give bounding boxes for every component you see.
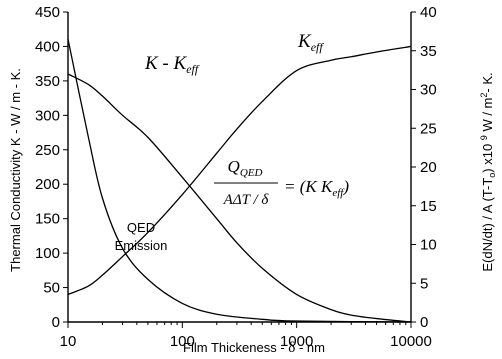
ticks: 0 50 100 150 200 250 300 350 400 450 0 5 10 15 20 25 30 3…	[35, 4, 437, 350]
k-minus-keff-label: K - Keff	[144, 53, 200, 76]
y-right-tick-label: 0	[420, 314, 428, 331]
equation-numerator: QQED	[228, 157, 263, 179]
y-left-tick-label: 200	[35, 176, 60, 193]
y-right-tick-label: 10	[420, 237, 437, 254]
y-left-tick-label: 400	[35, 38, 60, 55]
y-axis-left-title: Thermal Conductivity K - W / m - K.	[8, 68, 23, 272]
y-right-tick-label: 35	[420, 43, 437, 60]
y-axis-right-title: E(dN/dt) / A (T-To) x10 9 W / m2- K.	[479, 72, 497, 271]
qed-emission-curve	[67, 38, 412, 323]
x-tick-label: 10	[60, 333, 77, 350]
equation-denominator: AΔT / δ	[223, 192, 270, 208]
y-right-tick-label: 15	[420, 198, 437, 215]
equation-rhs: = (K Keff)	[284, 177, 349, 199]
keff-curve	[67, 45, 412, 296]
y-right-tick-label: 40	[420, 4, 437, 21]
y-left-tick-label: 450	[35, 4, 60, 21]
curves	[67, 38, 412, 323]
x-tick-label: 1000	[280, 333, 313, 350]
y-left-tick-label: 100	[35, 245, 60, 262]
x-tick-label: 100	[170, 333, 195, 350]
qed-emission-label-line1: QED	[127, 220, 155, 235]
x-tick-label: 10000	[390, 333, 432, 350]
y-right-tick-label: 25	[420, 120, 437, 137]
y-right-tick-label: 30	[420, 82, 437, 99]
y-right-tick-label: 5	[420, 275, 428, 292]
y-left-tick-label: 250	[35, 142, 60, 159]
y-left-tick-label: 300	[35, 107, 60, 124]
qed-emission-label-line2: Emission	[115, 238, 168, 253]
y-left-tick-label: 350	[35, 73, 60, 90]
x-axis-title: Film Thickeness - δ - nm	[183, 340, 325, 356]
keff-label: Keff	[297, 31, 324, 54]
k-minus-keff-curve	[67, 73, 412, 323]
y-left-tick-label: 150	[35, 211, 60, 228]
y-left-tick-label: 0	[52, 314, 60, 331]
equation: QQED AΔT / δ = (K Keff)	[214, 157, 349, 208]
y-right-tick-label: 20	[420, 159, 437, 176]
y-left-tick-label: 50	[43, 280, 60, 297]
